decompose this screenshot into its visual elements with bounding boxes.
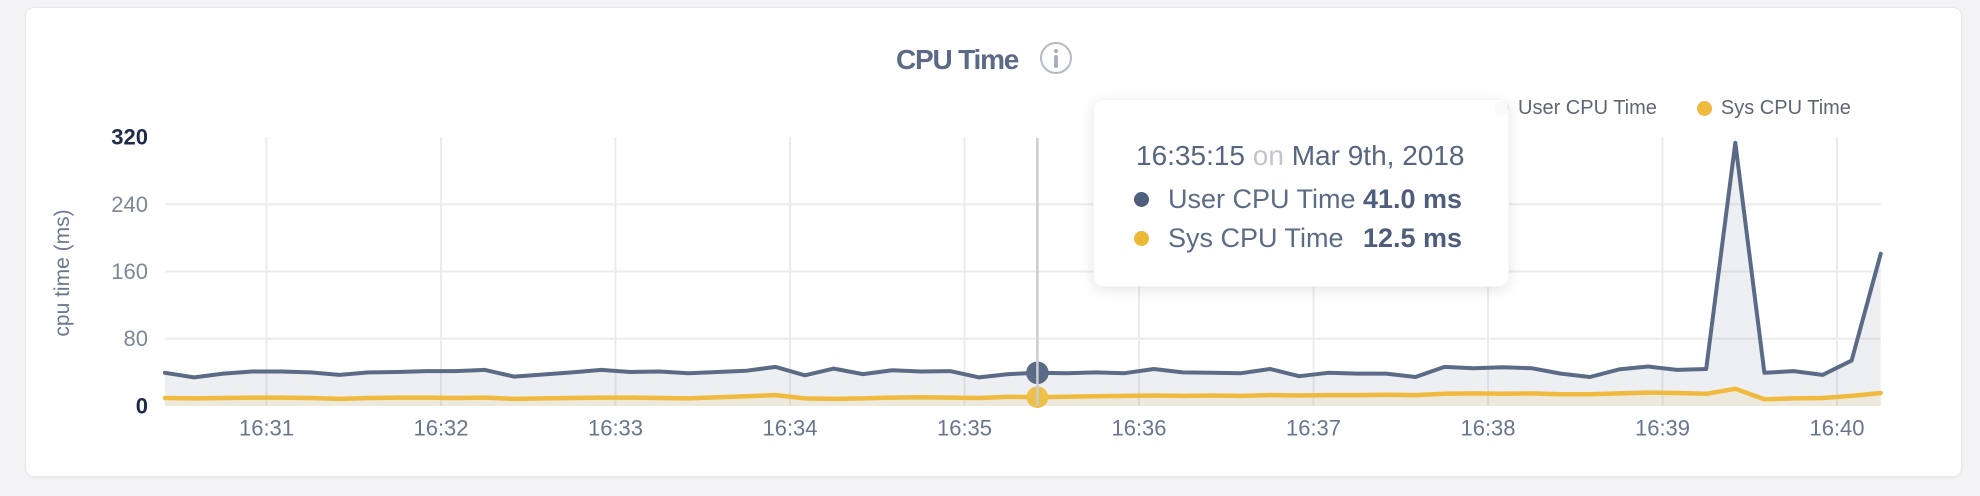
svg-text:16:37: 16:37 xyxy=(1286,416,1341,441)
svg-text:16:40: 16:40 xyxy=(1809,416,1864,441)
svg-text:320: 320 xyxy=(111,125,148,150)
svg-text:16:39: 16:39 xyxy=(1635,416,1690,441)
svg-text:160: 160 xyxy=(111,259,148,284)
svg-text:16:35: 16:35 xyxy=(937,416,992,441)
svg-text:cpu time (ms): cpu time (ms) xyxy=(51,209,74,336)
svg-text:16:34: 16:34 xyxy=(762,416,817,441)
svg-text:240: 240 xyxy=(111,192,148,217)
svg-text:16:32: 16:32 xyxy=(413,416,468,441)
svg-text:16:31: 16:31 xyxy=(239,416,294,441)
svg-text:80: 80 xyxy=(124,326,148,351)
svg-text:16:33: 16:33 xyxy=(588,416,643,441)
svg-text:0: 0 xyxy=(136,394,148,419)
svg-text:16:36: 16:36 xyxy=(1111,416,1166,441)
svg-text:16:38: 16:38 xyxy=(1460,416,1515,441)
